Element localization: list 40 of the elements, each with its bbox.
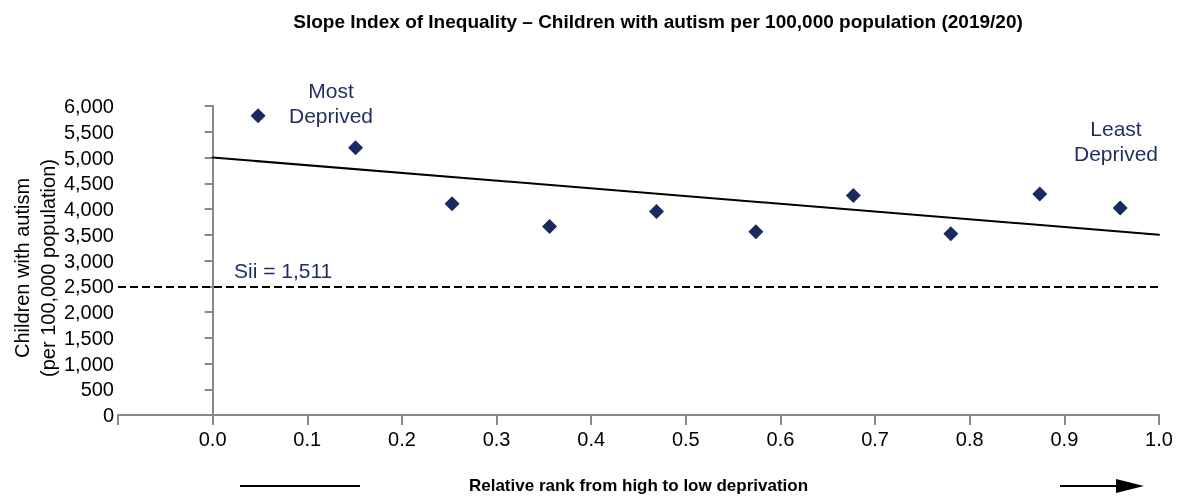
- annotation: Sii = 1,511: [234, 259, 333, 282]
- point: [1032, 186, 1048, 202]
- point: [648, 204, 664, 220]
- x-tick-label: 0.6: [766, 428, 795, 450]
- x-tick-label: 1.0: [1145, 428, 1173, 450]
- y-tick-label: 5,500: [63, 120, 114, 143]
- point: [250, 108, 266, 124]
- x-tick-label: 0.2: [388, 428, 416, 450]
- point: [748, 224, 764, 240]
- point: [444, 196, 460, 212]
- x-tick-label: 0.0: [198, 428, 227, 450]
- annotation: Least Deprived: [1073, 117, 1159, 165]
- y-tick-label: 500: [80, 378, 114, 401]
- y-tick-label: 0: [102, 404, 114, 426]
- x-tick-label: 0.9: [1050, 428, 1079, 450]
- point: [542, 219, 558, 235]
- y-tick-label: 1,500: [63, 326, 114, 349]
- x-tick-label: 0.4: [577, 428, 606, 450]
- y-tick-label: 3,500: [63, 223, 114, 246]
- y-tick-label: 3,000: [63, 249, 114, 272]
- point: [1112, 200, 1128, 216]
- y-tick-label: 6,000: [63, 95, 114, 117]
- y-axis-title: Children with autism (per 100,000 population): [11, 159, 59, 377]
- y-tick-label: 2,000: [63, 301, 114, 323]
- y-tick-label: 4,500: [63, 172, 114, 195]
- y-tick-label: 1,000: [63, 352, 114, 375]
- point: [348, 140, 364, 156]
- x-tick-label: 0.3: [482, 428, 511, 450]
- annotation: Most Deprived: [288, 79, 374, 127]
- x-tick-label: 0.5: [671, 428, 700, 450]
- x-tick-label: 0.1: [293, 428, 322, 450]
- y-tick-label: 5,000: [63, 146, 114, 169]
- chart-title: Slope Index of Inequality – Children with autism per 100,000 population (2019/20): [292, 10, 1024, 34]
- point: [943, 226, 959, 242]
- x-tick-label: 0.7: [861, 428, 889, 450]
- x-axis-title: Relative rank from high to low deprivation: [468, 476, 809, 495]
- x-tick-label: 0.8: [955, 428, 984, 450]
- y-tick-label: 4,000: [63, 198, 114, 220]
- y-tick-label: 2,500: [63, 275, 114, 298]
- point: [845, 188, 861, 204]
